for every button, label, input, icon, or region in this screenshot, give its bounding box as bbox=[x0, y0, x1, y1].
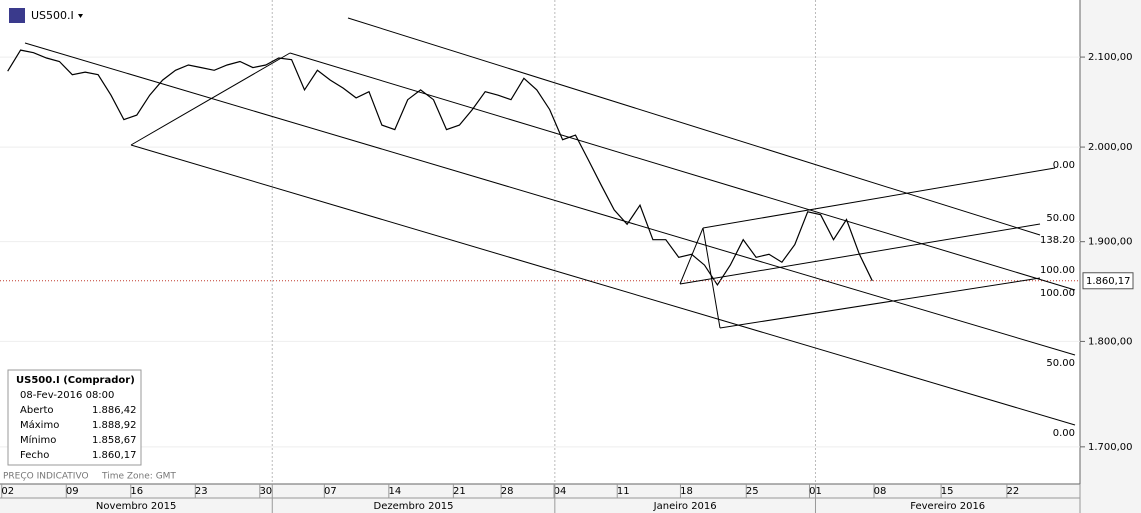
x-tick-label: 28 bbox=[501, 486, 514, 497]
dropdown-arrow[interactable] bbox=[78, 14, 83, 18]
trend-line bbox=[719, 277, 1041, 329]
info-value: 1.886,42 bbox=[92, 405, 137, 416]
x-tick-label: 09 bbox=[66, 486, 79, 497]
x-tick-label: 25 bbox=[746, 486, 759, 497]
info-value: 1.858,67 bbox=[92, 435, 137, 446]
symbol-header[interactable]: US500.I bbox=[9, 8, 83, 23]
y-tick-label: 2.000,00 bbox=[1088, 142, 1133, 153]
info-box-frame bbox=[7, 369, 142, 466]
month-label: Dezembro 2015 bbox=[374, 501, 454, 512]
fib-label: 100.00 bbox=[1040, 265, 1075, 276]
month-label: Janeiro 2016 bbox=[653, 501, 717, 512]
last-price-box bbox=[1082, 272, 1134, 290]
month-label: Novembro 2015 bbox=[96, 501, 176, 512]
fib-label: 138.20 bbox=[1040, 235, 1075, 246]
x-tick-label: 23 bbox=[195, 486, 208, 497]
x-tick-label: 21 bbox=[453, 486, 466, 497]
trend-line bbox=[679, 227, 704, 285]
x-tick-label: 04 bbox=[554, 486, 567, 497]
fib-label: 100.00 bbox=[1040, 288, 1075, 299]
price-axis-bg bbox=[1080, 0, 1141, 513]
x-tick-label: 02 bbox=[1, 486, 14, 497]
trend-line bbox=[24, 42, 1076, 356]
symbol[interactable]: US500.I bbox=[31, 9, 74, 22]
x-tick-label: 15 bbox=[941, 486, 954, 497]
trend-line bbox=[347, 17, 1041, 236]
x-tick-label: 16 bbox=[130, 486, 143, 497]
trend-line bbox=[679, 223, 1041, 285]
footer-timezone: Time Zone: GMT bbox=[101, 472, 176, 482]
fib-label: 50.00 bbox=[1046, 213, 1075, 224]
trend-line bbox=[130, 52, 291, 146]
info-label: Fecho bbox=[20, 450, 49, 461]
price-line bbox=[7, 49, 873, 286]
month-label: Fevereiro 2016 bbox=[910, 501, 985, 512]
footer-note: PREÇO INDICATIVO bbox=[3, 472, 89, 482]
info-title: US500.I (Comprador) bbox=[16, 375, 135, 386]
info-datetime: 08-Fev-2016 08:00 bbox=[20, 390, 114, 401]
fib-label: 0.00 bbox=[1053, 428, 1075, 439]
y-tick-label: 1.700,00 bbox=[1088, 442, 1133, 453]
info-value: 1.888,92 bbox=[92, 420, 137, 431]
x-tick-label: 11 bbox=[617, 486, 630, 497]
fib-label: 0.00 bbox=[1053, 160, 1075, 171]
pitchfork-drawings bbox=[24, 17, 1076, 426]
info-label: Mínimo bbox=[20, 434, 56, 446]
trend-line bbox=[289, 52, 1076, 291]
info-value: 1.860,17 bbox=[92, 450, 137, 461]
trend-line bbox=[702, 167, 1056, 229]
x-tick-label: 22 bbox=[1007, 486, 1020, 497]
y-tick-label: 1.800,00 bbox=[1088, 336, 1133, 347]
symbol-icon bbox=[9, 8, 25, 23]
x-tick-label: 07 bbox=[324, 486, 337, 497]
x-tick-label: 30 bbox=[259, 486, 272, 497]
last-price-label: 1.860,17 bbox=[1086, 276, 1131, 287]
info-label: Aberto bbox=[20, 405, 54, 416]
y-tick-label: 2.100,00 bbox=[1088, 52, 1133, 63]
fib-label: 50.00 bbox=[1046, 358, 1075, 369]
y-tick-label: 1.900,00 bbox=[1088, 237, 1133, 248]
trend-line bbox=[130, 144, 1076, 426]
trend-line bbox=[702, 227, 721, 329]
info-box: US500.I (Comprador) 08-Fev-2016 08:00 Ab… bbox=[7, 369, 142, 466]
x-tick-label: 18 bbox=[680, 486, 693, 497]
x-tick-label: 14 bbox=[388, 486, 401, 497]
info-label: Máximo bbox=[20, 419, 59, 431]
x-tick-label: 08 bbox=[874, 486, 887, 497]
